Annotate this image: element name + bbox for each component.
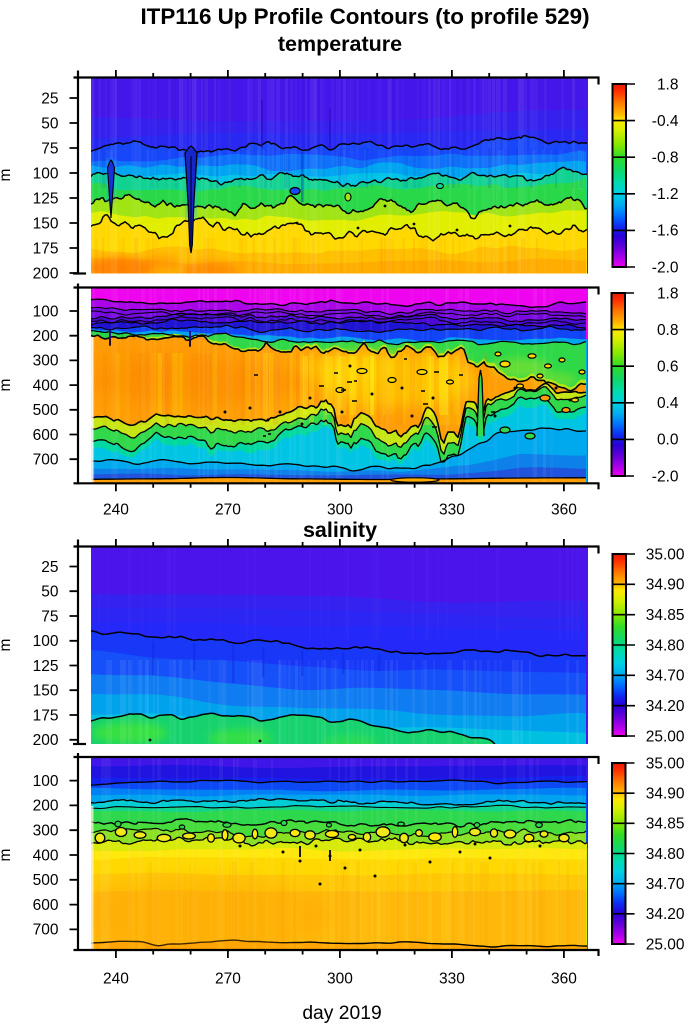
svg-text:34.90: 34.90 [646,577,685,594]
svg-text:150: 150 [33,683,59,700]
svg-text:150: 150 [33,215,59,232]
svg-text:300: 300 [33,353,59,370]
svg-text:0.6: 0.6 [657,359,679,376]
svg-text:0.4: 0.4 [657,395,679,412]
svg-text:270: 270 [215,502,241,519]
svg-text:34.80: 34.80 [646,637,685,654]
svg-text:400: 400 [33,377,59,394]
svg-text:m: m [0,849,14,862]
svg-text:50: 50 [41,584,59,601]
svg-text:270: 270 [215,971,241,988]
svg-text:day 2019: day 2019 [302,1003,381,1024]
svg-text:1.8: 1.8 [657,285,679,302]
svg-text:75: 75 [41,140,58,157]
svg-text:360: 360 [551,502,577,519]
svg-text:34.20: 34.20 [646,698,685,715]
svg-text:34.20: 34.20 [646,906,685,923]
svg-text:500: 500 [33,872,59,889]
svg-text:m: m [0,169,14,182]
svg-text:-0.4: -0.4 [652,113,679,130]
svg-text:0.0: 0.0 [657,432,679,449]
svg-text:125: 125 [33,658,59,675]
svg-text:200: 200 [33,328,59,345]
svg-text:34.80: 34.80 [646,846,685,863]
svg-text:100: 100 [33,633,59,650]
svg-text:ITP116 Up Profile Contours (to: ITP116 Up Profile Contours (to profile 5… [140,4,589,29]
svg-text:300: 300 [327,502,353,519]
svg-text:35.00: 35.00 [646,546,685,563]
svg-text:200: 200 [33,732,59,749]
svg-text:-1.6: -1.6 [652,223,679,240]
svg-text:-2.0: -2.0 [652,259,679,276]
svg-text:100: 100 [33,773,59,790]
svg-text:700: 700 [33,922,59,939]
svg-text:360: 360 [551,971,577,988]
svg-text:240: 240 [103,971,129,988]
svg-text:34.90: 34.90 [646,786,685,803]
svg-text:m: m [0,639,14,652]
svg-text:300: 300 [327,971,353,988]
svg-text:175: 175 [33,707,59,724]
svg-text:m: m [0,379,14,392]
svg-text:330: 330 [439,971,465,988]
svg-text:100: 100 [33,303,59,320]
svg-text:200: 200 [33,265,59,282]
svg-text:300: 300 [33,823,59,840]
svg-text:500: 500 [33,402,59,419]
svg-text:25: 25 [41,90,58,107]
svg-text:34.70: 34.70 [646,668,685,685]
svg-text:34.85: 34.85 [646,607,685,624]
svg-text:700: 700 [33,452,59,469]
svg-text:25: 25 [41,559,58,576]
svg-text:330: 330 [439,502,465,519]
svg-text:0.8: 0.8 [657,322,679,339]
svg-text:1.8: 1.8 [657,76,679,93]
svg-text:25.00: 25.00 [646,936,685,953]
svg-text:600: 600 [33,897,59,914]
svg-text:34.85: 34.85 [646,816,685,833]
svg-text:175: 175 [33,240,59,257]
svg-text:25.00: 25.00 [646,728,685,745]
svg-text:50: 50 [41,115,59,132]
svg-text:100: 100 [33,165,59,182]
svg-text:35.00: 35.00 [646,755,685,772]
svg-text:75: 75 [41,608,58,625]
svg-text:salinity: salinity [303,518,377,542]
svg-text:-2.0: -2.0 [652,468,679,485]
svg-text:-1.2: -1.2 [652,186,679,203]
svg-text:200: 200 [33,798,59,815]
svg-text:34.70: 34.70 [646,876,685,893]
svg-text:-0.8: -0.8 [652,150,679,167]
svg-text:400: 400 [33,847,59,864]
svg-text:240: 240 [103,502,129,519]
svg-text:125: 125 [33,190,59,207]
svg-text:600: 600 [33,427,59,444]
svg-text:temperature: temperature [278,32,402,56]
